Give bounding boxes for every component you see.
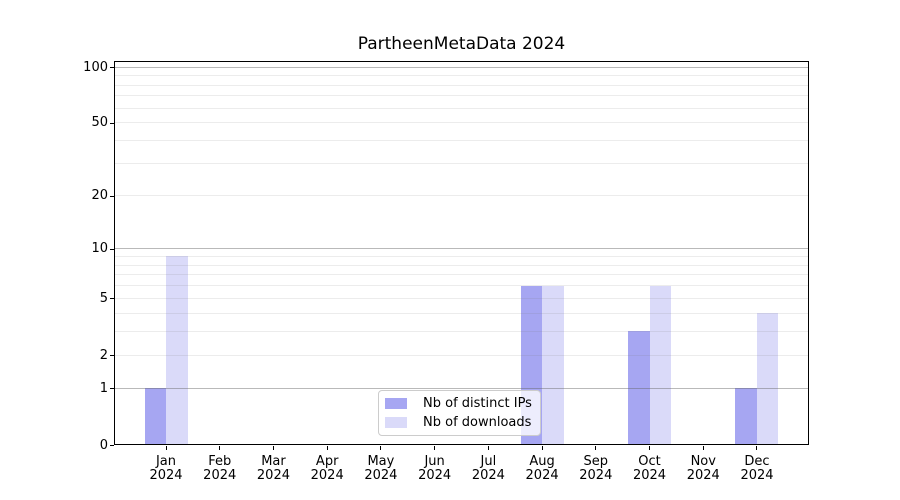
gridline-major	[114, 387, 809, 389]
gridline-minor	[114, 255, 809, 257]
y-axis-tick	[110, 355, 114, 357]
gridline-minor	[114, 354, 809, 356]
bar-distinct-ips-dec	[735, 388, 757, 445]
x-axis-tick	[487, 446, 489, 450]
x-tick-label-month: Mar	[261, 454, 286, 469]
x-axis-tick	[649, 446, 651, 450]
x-tick-label-year: 2024	[418, 468, 452, 483]
bar-downloads-aug	[542, 285, 564, 445]
y-axis-tick	[110, 67, 114, 68]
y-tick-label: 0	[99, 437, 108, 453]
x-tick-label-month: Sep	[583, 454, 609, 469]
x-tick-label: Jul 2024	[456, 455, 520, 483]
x-tick-label-year: 2024	[686, 468, 720, 483]
legend-label: Nb of distinct IPs	[423, 396, 532, 411]
x-tick-label-month: Apr	[315, 454, 339, 469]
bar-downloads-dec	[756, 313, 779, 445]
chart-title: PartheenMetaData 2024	[357, 34, 566, 54]
gridline-minor	[114, 312, 809, 314]
x-tick-label-year: 2024	[471, 468, 505, 483]
x-axis-tick	[165, 446, 167, 450]
bar-distinct-ips-oct	[628, 331, 650, 445]
y-tick-label: 2	[99, 347, 108, 363]
x-tick-label-year: 2024	[149, 468, 183, 483]
y-tick-label: 10	[91, 241, 108, 257]
x-tick-label-month: Oct	[638, 454, 661, 469]
x-tick-label-year: 2024	[579, 468, 613, 483]
y-axis-tick	[110, 122, 114, 124]
y-axis-tick	[110, 388, 114, 390]
y-axis-tick	[110, 445, 114, 446]
bar-distinct-ips-jan	[144, 388, 166, 445]
x-axis-tick	[380, 446, 382, 450]
x-tick-label: Aug 2024	[510, 455, 574, 483]
x-tick-label-month: Jul	[480, 454, 497, 469]
y-axis-tick	[110, 195, 114, 197]
x-tick-label-month: Nov	[690, 454, 716, 469]
x-axis-tick	[756, 446, 758, 450]
gridline-major	[114, 66, 809, 68]
x-axis-tick	[595, 446, 597, 450]
x-axis-tick	[272, 446, 274, 450]
x-tick-label: Apr 2024	[295, 455, 359, 483]
x-axis-tick	[434, 446, 436, 450]
gridline-minor	[114, 297, 809, 299]
x-tick-label-year: 2024	[364, 468, 398, 483]
gridline-minor	[114, 330, 809, 332]
x-tick-label-year: 2024	[740, 468, 774, 483]
x-tick-label-year: 2024	[632, 468, 667, 483]
legend-swatch-distinct-ips	[385, 398, 407, 409]
x-tick-label: Feb 2024	[188, 455, 252, 483]
y-tick-label: 50	[91, 115, 108, 131]
x-tick-label-month: May	[367, 454, 395, 469]
gridline-minor	[114, 285, 809, 287]
x-tick-label-month: Feb	[208, 454, 232, 469]
bar-downloads-oct	[649, 285, 672, 445]
x-tick-label: Dec 2024	[725, 455, 789, 483]
x-tick-label-year: 2024	[310, 468, 344, 483]
y-tick-label: 20	[91, 188, 108, 204]
x-tick-label-year: 2024	[256, 468, 290, 483]
gridline-minor	[114, 274, 809, 276]
gridline-minor	[114, 163, 809, 165]
x-tick-label: Jan 2024	[134, 455, 198, 483]
legend-swatch-downloads	[385, 417, 407, 428]
y-axis-tick	[110, 248, 114, 250]
x-axis-tick	[326, 446, 328, 450]
x-tick-label: Jun 2024	[403, 455, 467, 483]
bar-downloads-jan	[166, 256, 188, 445]
x-tick-label: Sep 2024	[564, 455, 628, 483]
gridline-minor	[114, 75, 809, 77]
y-tick-label: 100	[83, 59, 108, 75]
x-axis-tick	[702, 446, 704, 450]
y-axis-tick	[110, 298, 114, 300]
x-tick-label-year: 2024	[203, 468, 237, 483]
gridline-minor	[114, 264, 809, 266]
x-tick-label-month: Aug	[529, 454, 555, 469]
legend-row: Nb of distinct IPs	[385, 396, 540, 412]
x-tick-label: Oct 2024	[618, 455, 682, 483]
y-tick-label: 5	[99, 290, 108, 306]
x-axis-tick	[541, 446, 543, 450]
x-tick-label-month: Jun	[424, 454, 445, 469]
gridline-minor	[114, 95, 809, 97]
x-tick-label-year: 2024	[525, 468, 559, 483]
x-tick-label-month: Jan	[155, 454, 177, 469]
gridline-minor	[114, 122, 809, 124]
y-tick-label: 1	[99, 380, 108, 396]
x-tick-label: Mar 2024	[241, 455, 305, 483]
gridline-minor	[114, 140, 809, 142]
x-axis-tick	[219, 446, 221, 450]
gridline-minor	[114, 107, 809, 109]
legend: Nb of distinct IPs Nb of downloads	[378, 390, 541, 436]
legend-label: Nb of downloads	[423, 415, 532, 430]
legend-row: Nb of downloads	[385, 415, 540, 431]
gridline-minor	[114, 195, 809, 197]
x-tick-label-month: Dec	[744, 454, 770, 469]
x-tick-label: Nov 2024	[671, 455, 735, 483]
gridline-minor	[114, 84, 809, 86]
x-tick-label: May 2024	[349, 455, 413, 483]
gridline-major	[114, 248, 809, 250]
